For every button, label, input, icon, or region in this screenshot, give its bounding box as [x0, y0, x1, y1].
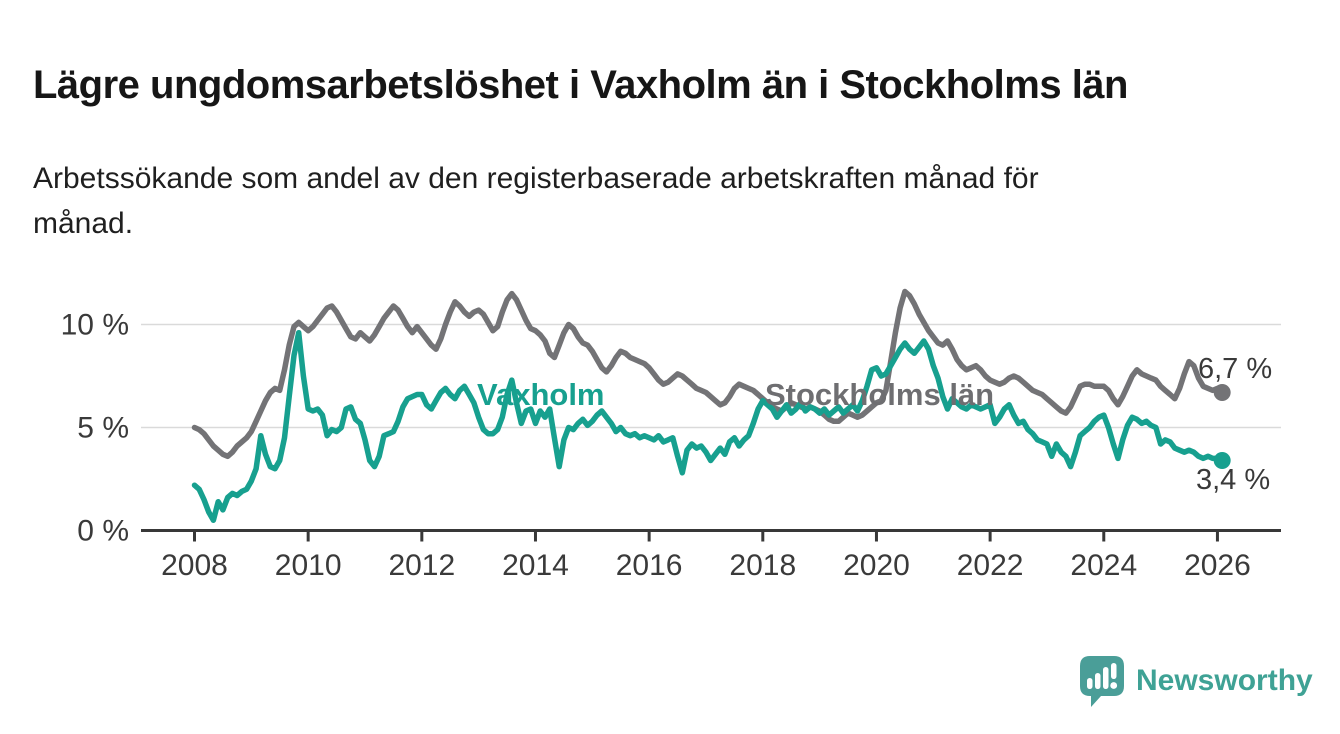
- y-tick-label-5: 5 %: [77, 412, 129, 445]
- chart-subtitle: Arbetssökande som andel av den registerb…: [33, 156, 1253, 246]
- x-tick-label-2008: 2008: [161, 549, 228, 582]
- x-tick-label-2024: 2024: [1070, 549, 1137, 582]
- series-line-vaxholm: [191, 329, 1225, 523]
- page-title: Lägre ungdomsarbetslöshet i Vaxholm än i…: [33, 62, 1128, 107]
- end-dot-stockholms-l-n: [1213, 383, 1231, 401]
- x-tick-label-2022: 2022: [957, 549, 1024, 582]
- chart-subtitle-line1: Arbetssökande som andel av den registerb…: [33, 162, 1039, 195]
- y-tick-label-0: 0 %: [77, 515, 129, 548]
- newsworthy-logo: Newsworthy: [1080, 656, 1313, 707]
- x-tick-label-2012: 2012: [388, 549, 455, 582]
- y-tick-label-10: 10 %: [61, 309, 129, 342]
- x-tick-label-2016: 2016: [616, 549, 683, 582]
- end-label-stockholms-lan: 6,7 %: [1198, 353, 1272, 385]
- x-tick-label-2018: 2018: [729, 549, 796, 582]
- series-line-stockholms-l-n: [191, 288, 1225, 460]
- series-label-stockholms-lan: Stockholms län: [765, 377, 994, 412]
- end-label-vaxholm: 3,4 %: [1196, 464, 1270, 496]
- end-dot-vaxholm: [1213, 451, 1231, 469]
- x-tick-label-2026: 2026: [1184, 549, 1251, 582]
- series-label-vaxholm: Vaxholm: [477, 377, 605, 412]
- x-tick-label-2014: 2014: [502, 549, 569, 582]
- newsworthy-logo-text: Newsworthy: [1136, 664, 1313, 697]
- chart-subtitle-line2: månad.: [33, 207, 134, 240]
- x-tick-label-2010: 2010: [275, 549, 342, 582]
- x-tick-label-2020: 2020: [843, 549, 910, 582]
- newsworthy-logo-bubble-icon: [1080, 656, 1124, 707]
